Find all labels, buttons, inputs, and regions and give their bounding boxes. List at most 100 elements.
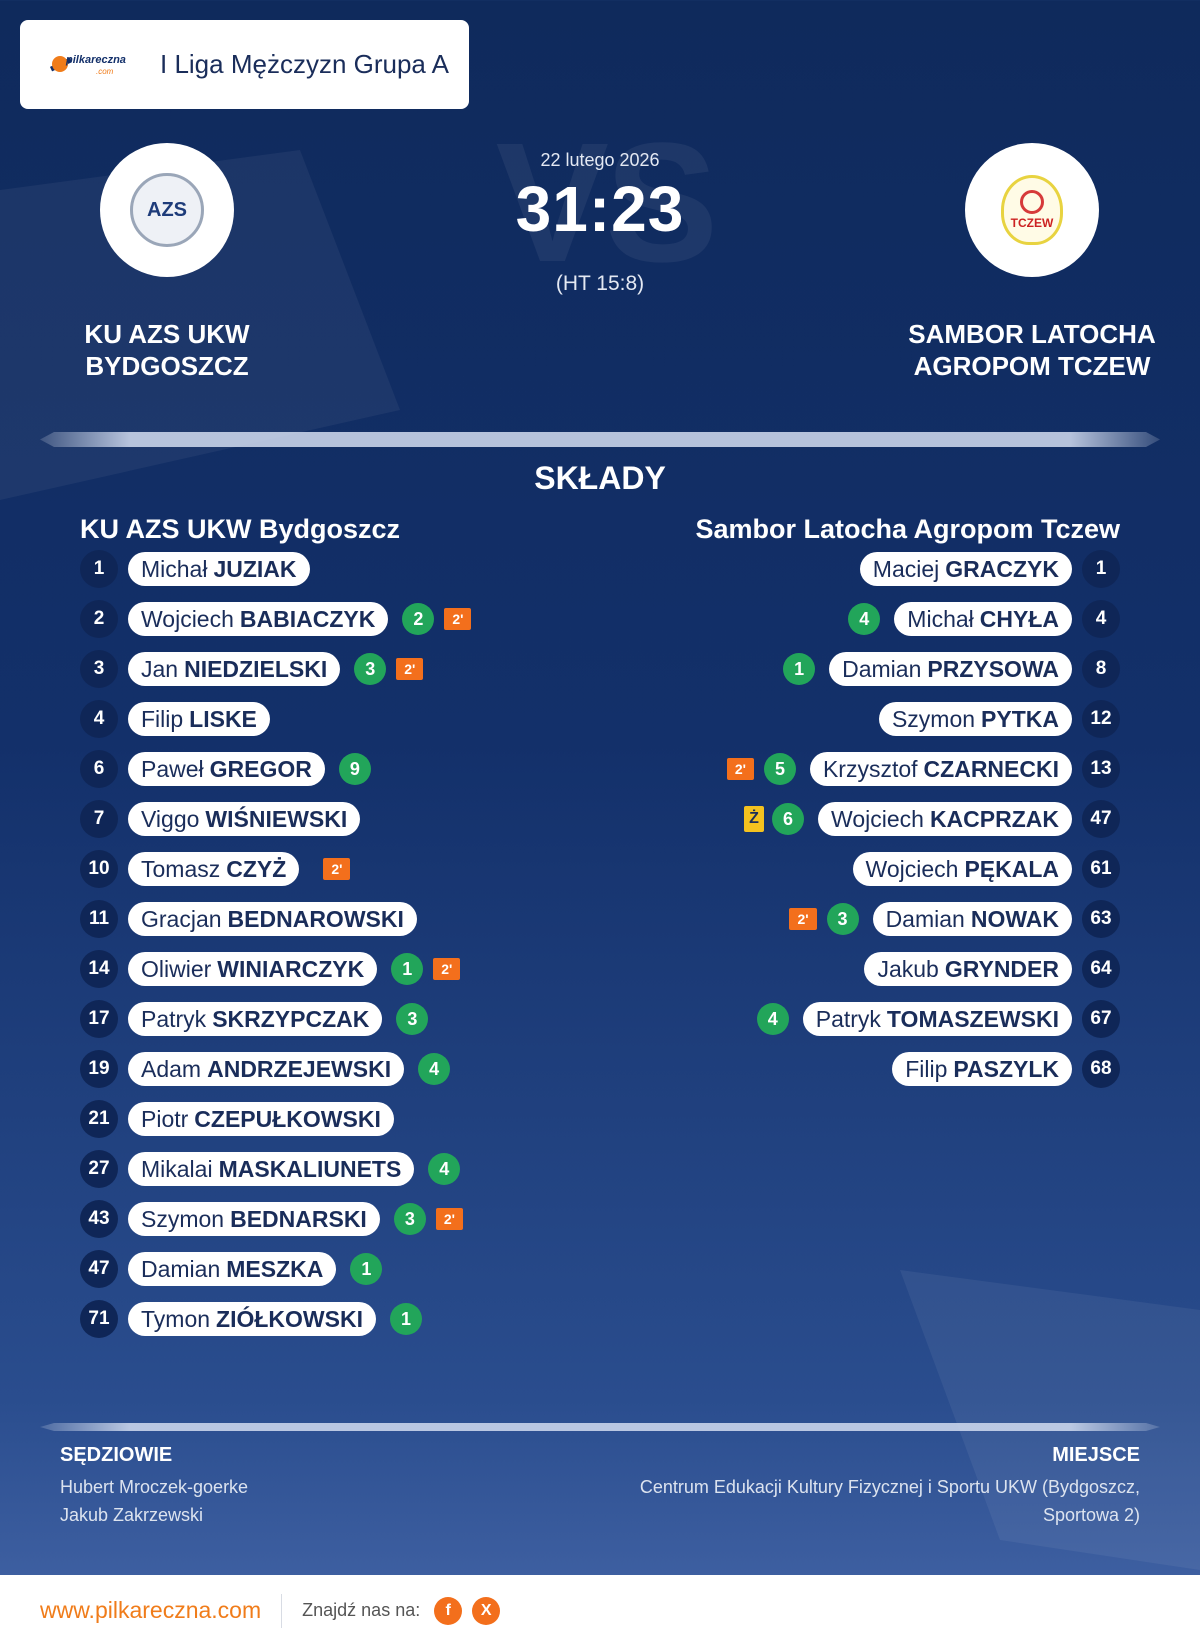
player-first-name: Maciej — [872, 555, 940, 582]
player-row: 13 Krzysztof CZARNECKI 5 2' — [726, 750, 1120, 788]
goals-badge: 6 — [772, 803, 805, 835]
player-name-pill[interactable]: Patryk SKRZYPCZAK — [128, 1002, 383, 1036]
goals-badge: 5 — [763, 753, 796, 785]
player-number: 27 — [80, 1150, 118, 1188]
home-team-name-line2: BYDGOSZCZ — [85, 351, 249, 381]
referee-2: Jakub Zakrzewski — [60, 1505, 204, 1525]
player-first-name: Wojciech — [141, 605, 234, 632]
suspension-badge: 2' — [433, 958, 461, 980]
player-name-pill[interactable]: Jan NIEDZIELSKI — [128, 652, 341, 686]
away-team-name-line1: SAMBOR LATOCHA — [908, 319, 1156, 349]
player-name-pill[interactable]: Wojciech BABIACZYK — [128, 602, 389, 636]
player-name-pill[interactable]: Michał JUZIAK — [128, 552, 310, 586]
player-last-name: WINIARCZYK — [217, 955, 365, 982]
player-last-name: GRYNDER — [944, 955, 1059, 982]
player-name-pill[interactable]: Viggo WIŚNIEWSKI — [128, 802, 361, 836]
player-name-pill[interactable]: Adam ANDRZEJEWSKI — [128, 1052, 405, 1086]
player-number: 1 — [1082, 550, 1120, 588]
league-header: pilkareczna .com I Liga Mężczyzn Grupa A — [20, 20, 469, 109]
x-icon[interactable]: X — [472, 1596, 501, 1625]
player-name-pill[interactable]: Patryk TOMASZEWSKI — [802, 1002, 1072, 1036]
player-first-name: Wojciech — [865, 855, 959, 882]
player-row: 10 Tomasz CZYŻ 2' — [80, 850, 351, 888]
player-name-pill[interactable]: Paweł GREGOR — [128, 752, 325, 786]
player-row: 67 Patryk TOMASZEWSKI 4 — [756, 1000, 1120, 1038]
player-last-name: GRACZYK — [945, 555, 1059, 582]
player-last-name: MESZKA — [226, 1255, 324, 1282]
player-row: 8 Damian PRZYSOWA 1 — [783, 650, 1120, 688]
venue-line-2: Sportowa 2) — [1042, 1505, 1140, 1525]
halftime-score: (HT 15:8) — [555, 272, 645, 295]
player-name-pill[interactable]: Gracjan BEDNAROWSKI — [128, 902, 417, 936]
player-name-pill[interactable]: Wojciech PĘKALA — [852, 852, 1072, 886]
footer: www.pilkareczna.com Znajdź nas na: f X — [0, 1575, 1200, 1646]
player-name-pill[interactable]: Wojciech KACPRZAK — [818, 802, 1072, 836]
pilkareczna-logo[interactable]: pilkareczna .com — [49, 50, 138, 80]
player-row: 17 Patryk SKRZYPCZAK 3 — [80, 1000, 429, 1038]
player-name-pill[interactable]: Michał CHYŁA — [894, 602, 1072, 636]
player-name-pill[interactable]: Damian PRZYSOWA — [829, 652, 1072, 686]
player-number: 17 — [80, 1000, 118, 1038]
goals-badge: 2 — [402, 603, 435, 635]
player-row: 21 Piotr CZEPUŁKOWSKI — [80, 1100, 394, 1138]
player-last-name: BEDNAROWSKI — [227, 905, 404, 932]
player-last-name: PYTKA — [981, 705, 1059, 732]
player-row: 68 Filip PASZYLK — [892, 1050, 1120, 1088]
player-row: 11 Gracjan BEDNAROWSKI — [80, 900, 417, 938]
player-number: 61 — [1082, 850, 1120, 888]
player-name-pill[interactable]: Damian MESZKA — [128, 1252, 337, 1286]
player-row: 71 Tymon ZIÓŁKOWSKI 1 — [80, 1300, 422, 1338]
website-link[interactable]: www.pilkareczna.com — [40, 1597, 262, 1623]
player-number: 10 — [80, 850, 118, 888]
player-last-name: NIEDZIELSKI — [184, 655, 328, 682]
player-name-pill[interactable]: Mikalai MASKALIUNETS — [128, 1152, 415, 1186]
player-row: 3 Jan NIEDZIELSKI 3 2' — [80, 650, 424, 688]
player-number: 11 — [80, 900, 118, 938]
player-last-name: CZYŻ — [226, 855, 287, 882]
goals-badge: 4 — [418, 1053, 451, 1085]
player-first-name: Krzysztof — [822, 755, 918, 782]
player-number: 4 — [1082, 600, 1120, 638]
player-number: 14 — [80, 950, 118, 988]
player-first-name: Piotr — [141, 1105, 189, 1132]
player-first-name: Wojciech — [831, 805, 924, 832]
player-last-name: BABIACZYK — [239, 605, 376, 632]
player-name-pill[interactable]: Filip PASZYLK — [892, 1052, 1072, 1086]
player-name-pill[interactable]: Piotr CZEPUŁKOWSKI — [128, 1102, 394, 1136]
player-first-name: Tymon — [141, 1305, 211, 1332]
player-first-name: Szymon — [891, 705, 976, 732]
player-first-name: Gracjan — [141, 905, 222, 932]
player-row: 2 Wojciech BABIACZYK 2 2' — [80, 600, 472, 638]
player-last-name: CZEPUŁKOWSKI — [194, 1105, 381, 1132]
player-first-name: Filip — [141, 705, 184, 732]
away-crest-text: TCZEW — [1010, 216, 1054, 230]
player-name-pill[interactable]: Szymon PYTKA — [878, 702, 1072, 736]
player-name-pill[interactable]: Oliwier WINIARCZYK — [128, 952, 378, 986]
player-name-pill[interactable]: Tymon ZIÓŁKOWSKI — [128, 1302, 376, 1336]
player-number: 67 — [1082, 1000, 1120, 1038]
player-number: 2 — [80, 600, 118, 638]
goals-badge: 4 — [428, 1153, 461, 1185]
player-row: 63 Damian NOWAK 3 2' — [789, 900, 1120, 938]
player-name-pill[interactable]: Filip LISKE — [128, 702, 270, 736]
away-lineup-title: Sambor Latocha Agropom Tczew — [695, 514, 1120, 544]
player-last-name: PASZYLK — [953, 1055, 1059, 1082]
player-number: 21 — [80, 1100, 118, 1138]
player-name-pill[interactable]: Krzysztof CZARNECKI — [809, 752, 1072, 786]
player-first-name: Damian — [885, 905, 965, 932]
player-row: 19 Adam ANDRZEJEWSKI 4 — [80, 1050, 451, 1088]
player-name-pill[interactable]: Szymon BEDNARSKI — [128, 1202, 380, 1236]
home-crest-icon: AZS — [130, 173, 204, 247]
away-team-logo: TCZEW — [965, 143, 1099, 277]
goals-badge: 3 — [826, 903, 859, 935]
match-date: 22 lutego 2026 — [540, 150, 660, 170]
player-first-name: Damian — [141, 1255, 221, 1282]
goals-badge: 1 — [783, 653, 816, 685]
player-first-name: Viggo — [141, 805, 200, 832]
divider-bottom — [40, 1423, 1160, 1431]
player-name-pill[interactable]: Tomasz CZYŻ — [128, 852, 300, 886]
player-name-pill[interactable]: Damian NOWAK — [872, 902, 1072, 936]
player-name-pill[interactable]: Jakub GRYNDER — [864, 952, 1072, 986]
player-name-pill[interactable]: Maciej GRACZYK — [859, 552, 1072, 586]
facebook-icon[interactable]: f — [434, 1596, 463, 1625]
